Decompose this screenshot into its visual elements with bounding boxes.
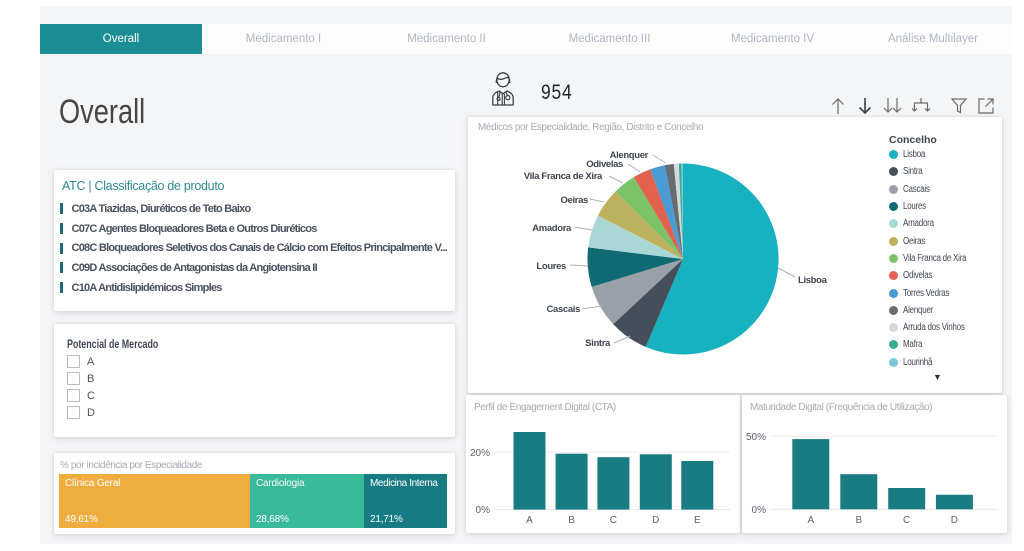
- svg-text:50%: 50%: [746, 432, 766, 443]
- svg-text:0%: 0%: [476, 505, 491, 516]
- svg-text:0%: 0%: [752, 505, 767, 516]
- svg-text:B: B: [855, 515, 862, 526]
- svg-text:D: D: [652, 515, 659, 526]
- svg-text:C: C: [610, 515, 617, 526]
- svg-text:D: D: [951, 515, 958, 526]
- svg-text:C: C: [903, 515, 910, 526]
- svg-text:E: E: [694, 515, 701, 526]
- svg-text:A: A: [526, 515, 533, 526]
- svg-text:A: A: [807, 515, 814, 526]
- svg-text:B: B: [568, 515, 575, 526]
- svg-text:20%: 20%: [470, 448, 490, 459]
